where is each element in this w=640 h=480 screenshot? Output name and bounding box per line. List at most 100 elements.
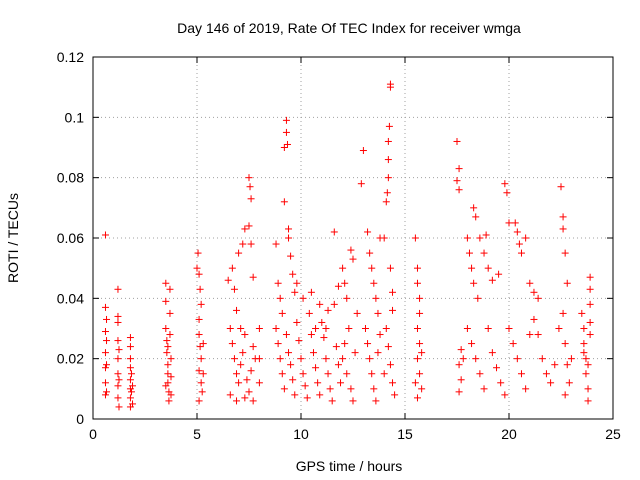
data-point [166,309,174,317]
data-point [114,312,122,320]
data-point [164,343,172,351]
data-point [563,361,571,369]
data-point [163,349,171,357]
data-point [366,249,374,257]
x-axis-label: GPS time / hours [296,458,403,474]
data-point [586,300,594,308]
data-point [349,255,357,263]
data-point [334,361,342,369]
data-point [320,334,328,342]
data-point [501,180,509,188]
data-point [324,306,332,314]
data-point [167,355,175,363]
data-point [283,140,291,148]
data-point [542,370,550,378]
data-point [470,279,478,287]
data-point [416,340,424,348]
data-point [391,391,399,399]
data-point [468,340,476,348]
data-point [101,231,109,239]
x-tick-label: 0 [89,426,97,442]
data-point [465,249,473,257]
data-point [163,337,171,345]
data-point [241,394,249,402]
data-point [195,331,203,339]
data-point [455,165,463,173]
data-point [115,403,123,411]
y-tick-label: 0.04 [57,290,84,306]
data-point [457,346,465,354]
data-point [255,325,263,332]
data-point [526,331,534,339]
data-point [278,309,286,317]
data-point [384,156,392,164]
data-point [278,370,286,378]
data-point [293,279,301,287]
data-point [522,385,530,393]
data-point [580,340,588,348]
data-point [246,183,254,191]
data-point [233,306,241,314]
data-point [341,340,349,348]
data-point [482,231,490,239]
data-point [476,370,484,378]
data-point [472,355,480,363]
data-point [255,379,263,387]
data-point [334,282,342,290]
data-point [476,234,484,242]
data-point [455,361,463,369]
data-point [418,385,426,393]
data-point [307,331,315,339]
data-point [557,183,565,191]
data-point [272,325,280,332]
data-point [241,225,249,233]
data-point [565,379,573,387]
data-point [413,325,421,332]
data-point [370,279,378,287]
data-point [505,219,513,227]
data-point [368,264,376,272]
data-point [237,361,245,369]
data-point [526,279,534,287]
data-point [413,355,421,363]
data-point [337,379,345,387]
data-point [162,279,170,287]
data-point [114,355,122,363]
data-point [289,376,297,384]
data-point [280,144,288,151]
data-point [370,385,378,393]
y-tick-label: 0.08 [57,170,84,186]
data-point [226,391,234,399]
data-point [349,397,357,405]
data-point [235,249,243,257]
data-point [243,376,251,384]
data-point [249,343,257,351]
y-tick-label: 0.06 [57,230,84,246]
data-point [195,397,203,405]
y-tick-label: 0.02 [57,351,84,367]
data-point [198,388,206,396]
data-point [318,318,326,326]
data-point [330,300,338,308]
data-point [233,397,241,405]
y-tick-label: 0 [76,411,84,427]
data-point [416,309,424,317]
data-point [228,340,236,348]
data-point [513,355,521,363]
data-point [364,340,372,348]
data-point [291,391,299,399]
data-point [282,331,290,339]
data-point [453,137,461,145]
data-point [366,355,374,363]
data-point [293,318,301,326]
data-point [197,300,205,308]
data-point [413,279,421,287]
data-point [339,264,347,272]
data-point [276,294,284,302]
data-point [233,370,241,378]
axis-ticks: 0 5 10 15 20 25 0 0.02 0.04 0.06 0.08 0.1 0.12 [57,49,621,442]
data-point [328,397,336,405]
data-point [291,288,299,296]
data-point [272,240,280,248]
